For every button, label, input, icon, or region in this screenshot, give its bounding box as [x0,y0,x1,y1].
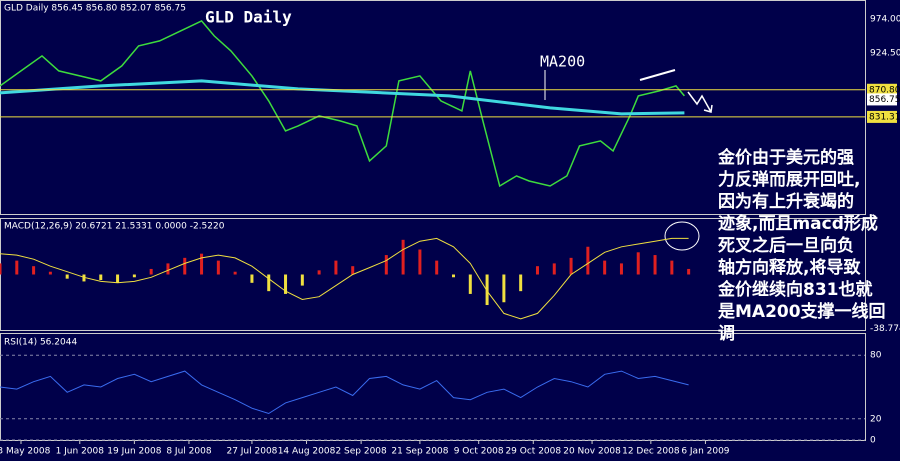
y-tick-label: 0 [870,436,876,446]
level-label: 856.75 [869,95,900,105]
x-tick-label: 27 Jul 2008 [226,447,277,457]
y-tick-label: 80 [870,351,882,361]
x-tick-label: 2 Sep 2008 [335,447,387,457]
macd-bar [250,274,254,283]
y-tick-label: 20 [870,414,882,424]
annotation-text: 死叉之后一旦向负 [718,235,854,256]
level-label: 831.31 [869,112,900,122]
macd-bar [200,253,204,275]
annotation-text: 金价由于美元的强 [717,147,854,168]
x-tick-label: 8 Jul 2008 [166,447,211,457]
macd-bar [384,255,388,275]
circle-highlight [664,221,700,251]
macd-bar [317,270,321,275]
macd-bar [267,274,271,292]
level-label: 870.80 [869,85,900,95]
x-tick-label: 20 Nov 2008 [563,447,621,457]
annotation-text: 轴方向释放,将导致 [718,257,861,278]
signal-line [0,237,689,320]
ma-annotation: MA200 [540,53,585,71]
macd-bar [451,274,455,278]
rsi-line [0,370,689,415]
trend-line [639,69,676,81]
macd-bar [166,263,170,275]
y-tick-label: 924.50 [870,48,900,58]
macd-bar [401,239,405,275]
annotation-text: 因为有上升衰竭的 [718,191,854,212]
arrow [687,91,713,113]
macd-bar [485,274,489,306]
macd-bar [15,260,19,275]
ma200-line [0,79,685,116]
x-tick-label: 14 Aug 2008 [278,447,336,457]
macd-bar [334,260,338,275]
x-tick-label: 21 Sep 2008 [391,447,448,457]
macd-bar [99,274,103,281]
level-box [867,83,897,96]
macd-bar [233,271,237,275]
macd-bar [653,255,657,275]
price-line [0,19,685,188]
macd-bar [418,249,422,275]
macd-bar [132,274,136,278]
price-header: GLD Daily 856.45 856.80 852.07 856.75 [4,4,186,14]
macd-bar [284,274,288,294]
macd-header: MACD(12,26,9) 20.6721 21.5331 0.0000 -2.… [4,222,225,232]
macd-bar [351,266,355,275]
chart-title: GLD Daily [205,8,292,27]
macd-bar [116,274,120,283]
macd-bar [619,263,623,275]
macd-bar [519,274,523,292]
macd-bar [0,263,2,275]
macd-bar [149,268,153,275]
macd-bar [183,257,187,275]
macd-bar [586,246,590,275]
macd-bar [435,260,439,275]
macd-bar [603,260,607,275]
y-tick-label: -38.7746 [870,324,900,334]
macd-bar [65,274,69,279]
macd-bar [32,266,36,275]
macd-bar [569,257,573,275]
annotation-text: 金价继续向831也就 [717,279,873,300]
annotation-text: 力反弹而展开回吐, [718,169,860,190]
macd-bar [216,260,220,275]
macd-bar [636,252,640,275]
x-tick-label: 6 Jan 2009 [681,447,729,457]
macd-bar [502,274,506,303]
macd-bar [468,274,472,294]
macd-bar [48,271,52,275]
x-tick-label: 12 Dec 2008 [622,447,680,457]
price-panel [0,0,866,215]
x-tick-label: 19 Jun 2008 [107,447,161,457]
macd-bar [82,274,86,282]
x-tick-label: 9 Oct 2008 [454,447,504,457]
y-tick-label: 974.00 [870,14,900,24]
annotation-text: 是MA200支撑一线回 [718,301,886,322]
level-box [867,110,897,123]
x-tick-label: 29 Oct 2008 [505,447,561,457]
macd-bar [687,268,691,275]
macd-bar [670,260,674,275]
x-tick-label: 13 May 2008 [0,447,51,457]
level-box [867,93,897,106]
macd-bar [552,263,556,275]
rsi-header: RSI(14) 56.2044 [4,338,77,348]
macd-bar [535,266,539,275]
macd-bar [300,274,304,286]
annotation-text: 迹象,而且macd形成 [718,213,878,234]
annotation-text: 调 [718,324,735,344]
x-tick-label: 1 Jun 2008 [56,447,105,457]
